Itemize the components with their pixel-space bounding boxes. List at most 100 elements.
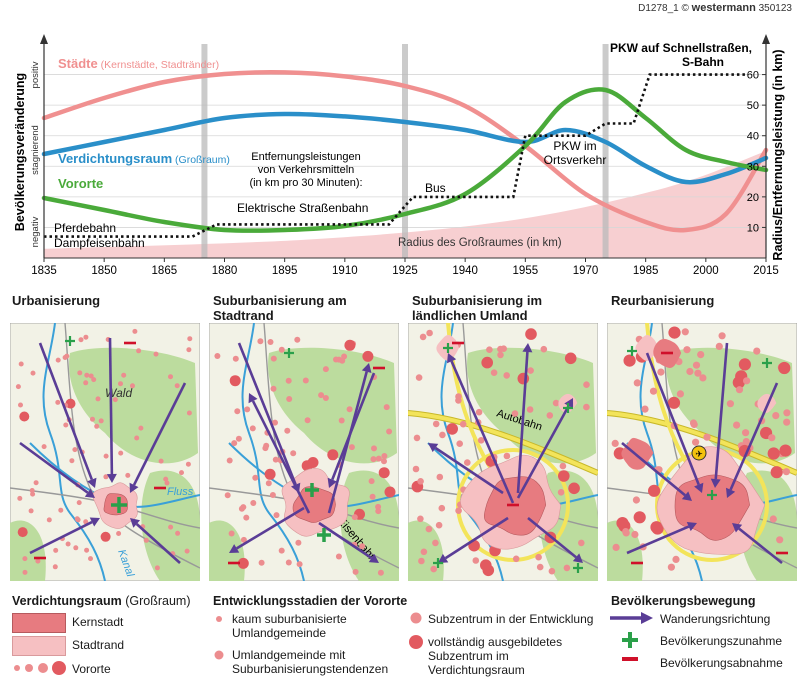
series-name: Städte — [58, 56, 98, 71]
suburb-dot — [118, 381, 123, 387]
suburb-dot — [179, 470, 184, 476]
suburb-dot — [69, 458, 75, 464]
suburb-dot — [540, 345, 548, 353]
y-tick-label: 30 — [747, 161, 759, 173]
suburb-dot — [381, 453, 388, 459]
suburb-dot — [269, 492, 276, 498]
suburb-dot — [270, 355, 277, 362]
suburb-dot — [455, 507, 462, 514]
plus-sign — [305, 483, 319, 497]
series-note: (Kernstädte, Stadtränder) — [98, 59, 219, 71]
suburb-dot — [257, 338, 264, 345]
migration-arrow-3 — [236, 506, 305, 550]
forest-north — [69, 347, 198, 464]
suburb-dot — [767, 447, 780, 460]
suburb-dot — [667, 396, 681, 409]
suburb-dot — [552, 399, 560, 407]
suburb-dot — [633, 511, 646, 524]
label-pferdebahn: Pferdebahn — [54, 221, 116, 235]
suburb-dot — [381, 458, 387, 465]
suburb-dot — [344, 339, 356, 351]
suburb-dot — [228, 530, 235, 537]
migration-arrow-5 — [19, 441, 89, 494]
suburb-dot — [742, 429, 750, 437]
series-line-2 — [41, 87, 769, 234]
suburb-dot — [77, 370, 83, 376]
suburb-dot — [168, 524, 174, 530]
suburb-dot — [231, 440, 238, 447]
transport-title: Entfernungsleistungen von Verkehrsmitteln… — [249, 151, 362, 189]
suburb-dot — [84, 372, 90, 378]
migration-arrow-4-head — [428, 443, 439, 453]
series-line-1 — [41, 111, 769, 185]
transport-title-line: von Verkehrsmitteln — [258, 164, 355, 176]
label-line: PKW auf Schnellstraßen, — [610, 41, 752, 55]
suburb-dot — [335, 553, 342, 560]
suburb-dot — [284, 427, 291, 434]
migration-arrow-4 — [108, 337, 114, 475]
airport-icon — [691, 445, 707, 461]
forest-southwest — [209, 520, 245, 581]
suburb-dot — [322, 366, 329, 373]
suburb-dot — [158, 458, 164, 464]
plus-sign — [433, 558, 443, 568]
suburb-dot — [346, 406, 353, 413]
x-tick-label: 2000 — [693, 265, 719, 277]
x-tick-label: 2015 — [753, 265, 779, 277]
suburb-dot — [143, 537, 149, 543]
suburb-dot — [486, 346, 493, 353]
label-pkw-schnell: PKW auf Schnellstraßen, S-Bahn — [610, 41, 752, 69]
migration-arrow-5-head — [291, 482, 301, 493]
suburb-dot — [229, 375, 241, 387]
suburb-dot — [633, 379, 641, 387]
suburb-dot — [419, 333, 427, 341]
suburb-dot — [420, 548, 428, 556]
migration-arrow-4-head — [327, 477, 337, 488]
y-tick-label: 40 — [747, 131, 759, 143]
migration-arrow-0-head — [446, 353, 457, 364]
suburb-dot — [526, 406, 534, 413]
suburb-dot — [412, 465, 420, 473]
migration-arrow-5-head — [710, 478, 721, 488]
wald-label: Wald — [105, 386, 132, 400]
suburb-dot — [103, 453, 109, 459]
vororte-swatch — [14, 661, 66, 675]
suburb-dot — [187, 336, 193, 342]
suburb-dot — [726, 400, 734, 408]
suburb-dot — [22, 569, 28, 575]
stadtrand-swatch — [12, 636, 66, 656]
minus-swatch — [622, 657, 638, 661]
stage3-label: Subzentrum in der Entwicklung — [428, 612, 594, 626]
suburb-dot — [418, 557, 425, 565]
label-strassenbahn: Elektrische Straßenbahn — [237, 201, 368, 215]
migration-arrow-2 — [29, 520, 93, 555]
suburb-dot — [611, 439, 619, 447]
suburb-dot — [475, 408, 483, 416]
suburb-dot — [19, 411, 30, 422]
stage4-dot — [409, 635, 423, 649]
stage-title-4: Reurbanisierung — [611, 293, 715, 308]
suburb-dot — [742, 438, 750, 446]
migration-arrow-2-head — [368, 553, 379, 563]
suburb-dot — [90, 416, 95, 422]
suburb-dot — [386, 428, 393, 435]
suburb-dot — [94, 423, 100, 429]
suburb-dot — [318, 392, 325, 399]
suburb-dot — [351, 514, 358, 521]
abnahme-label: Bevölkerungsabnahme — [660, 656, 783, 670]
suburb-dot — [362, 350, 374, 362]
suburb-dot — [249, 425, 256, 432]
x-tick-label: 1850 — [91, 265, 117, 277]
suburb-dot — [536, 563, 544, 571]
suburb-dot — [258, 559, 265, 566]
migration-arrow-5 — [516, 351, 529, 494]
suburb-dot — [753, 347, 761, 355]
suburb-dot — [240, 504, 247, 511]
migration-arrow-0 — [450, 360, 515, 504]
suburb-dot — [651, 522, 664, 535]
suburb-dot — [497, 345, 504, 353]
suburb-dot — [134, 435, 140, 441]
suburb-dot — [55, 357, 61, 363]
suburb-dot — [53, 547, 59, 553]
suburb-dot — [125, 472, 131, 478]
